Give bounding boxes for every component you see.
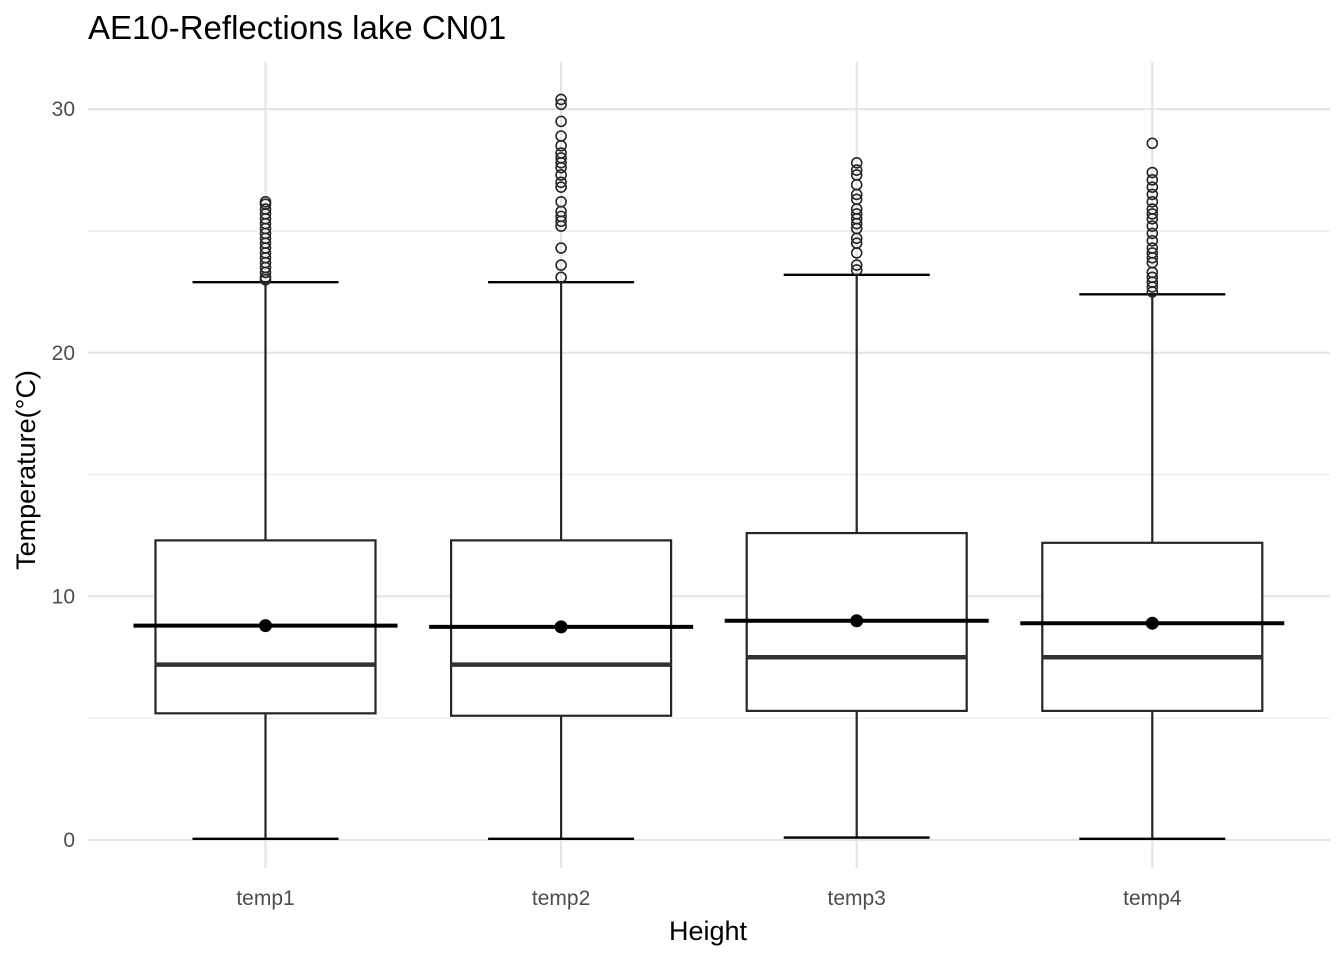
outlier-point: [555, 169, 567, 181]
grid: [88, 62, 1330, 868]
outlier-point: [1146, 166, 1159, 179]
outlier-point: [850, 264, 863, 276]
outlier-point: [1146, 203, 1159, 215]
outlier-point: [850, 193, 863, 206]
outlier-point: [1146, 137, 1159, 150]
outlier-point: [259, 203, 272, 215]
outlier-point: [1146, 234, 1159, 247]
mean-point: [554, 620, 568, 634]
mean-point: [259, 619, 272, 633]
outlier-point: [850, 169, 863, 181]
x-tick-label: temp4: [1123, 887, 1182, 910]
outlier-point: [555, 271, 567, 284]
outlier-point: [1146, 195, 1159, 208]
x-tick-label: temp2: [532, 887, 590, 910]
outlier-point: [555, 195, 567, 208]
outlier-point: [555, 115, 567, 128]
mean-point: [850, 614, 864, 628]
outlier-point: [850, 259, 863, 271]
outlier-point: [850, 156, 863, 169]
outlier-point: [850, 164, 863, 176]
outlier-point: [1146, 181, 1159, 193]
outlier-point: [555, 93, 567, 106]
outlier-point: [1146, 174, 1159, 186]
outlier-point: [1146, 188, 1159, 201]
box-temp3: [724, 156, 989, 839]
x-axis-title: Height: [669, 916, 748, 946]
mean-point: [1145, 616, 1159, 630]
box-temp4: [1020, 137, 1285, 840]
outlier-point: [1146, 242, 1159, 254]
outlier-point: [1146, 208, 1159, 220]
outlier-point: [850, 208, 863, 220]
y-axis-title: Temperature(°C): [11, 370, 41, 570]
x-tick-label: temp1: [236, 887, 294, 910]
x-axis-ticks: temp1 temp2 temp3 temp4: [236, 887, 1181, 910]
outlier-point: [1146, 227, 1159, 240]
outlier-point: [555, 98, 567, 111]
outlier-point: [1146, 247, 1159, 259]
outlier-point: [555, 210, 567, 223]
outlier-point: [850, 237, 863, 249]
y-tick-label: 0: [63, 829, 75, 852]
box-temp2: [429, 93, 694, 840]
outlier-point: [555, 152, 567, 164]
y-tick-label: 30: [52, 98, 75, 121]
outlier-point: [555, 147, 567, 159]
outlier-point: [555, 176, 567, 189]
x-tick-label: temp3: [828, 887, 886, 910]
outlier-point: [1146, 271, 1159, 284]
y-tick-label: 10: [52, 585, 75, 608]
outlier-point: [555, 242, 567, 254]
outlier-point: [555, 130, 567, 142]
y-tick-label: 20: [52, 342, 75, 365]
outlier-point: [555, 181, 567, 193]
boxes: [133, 93, 1285, 840]
y-axis-ticks: 0 10 20 30: [52, 98, 75, 852]
outlier-point: [259, 195, 272, 208]
box-temp1: [133, 195, 398, 840]
outlier-point: [1146, 220, 1159, 232]
outlier-point: [555, 259, 567, 271]
chart-title: AE10-Reflections lake CN01: [88, 9, 506, 46]
